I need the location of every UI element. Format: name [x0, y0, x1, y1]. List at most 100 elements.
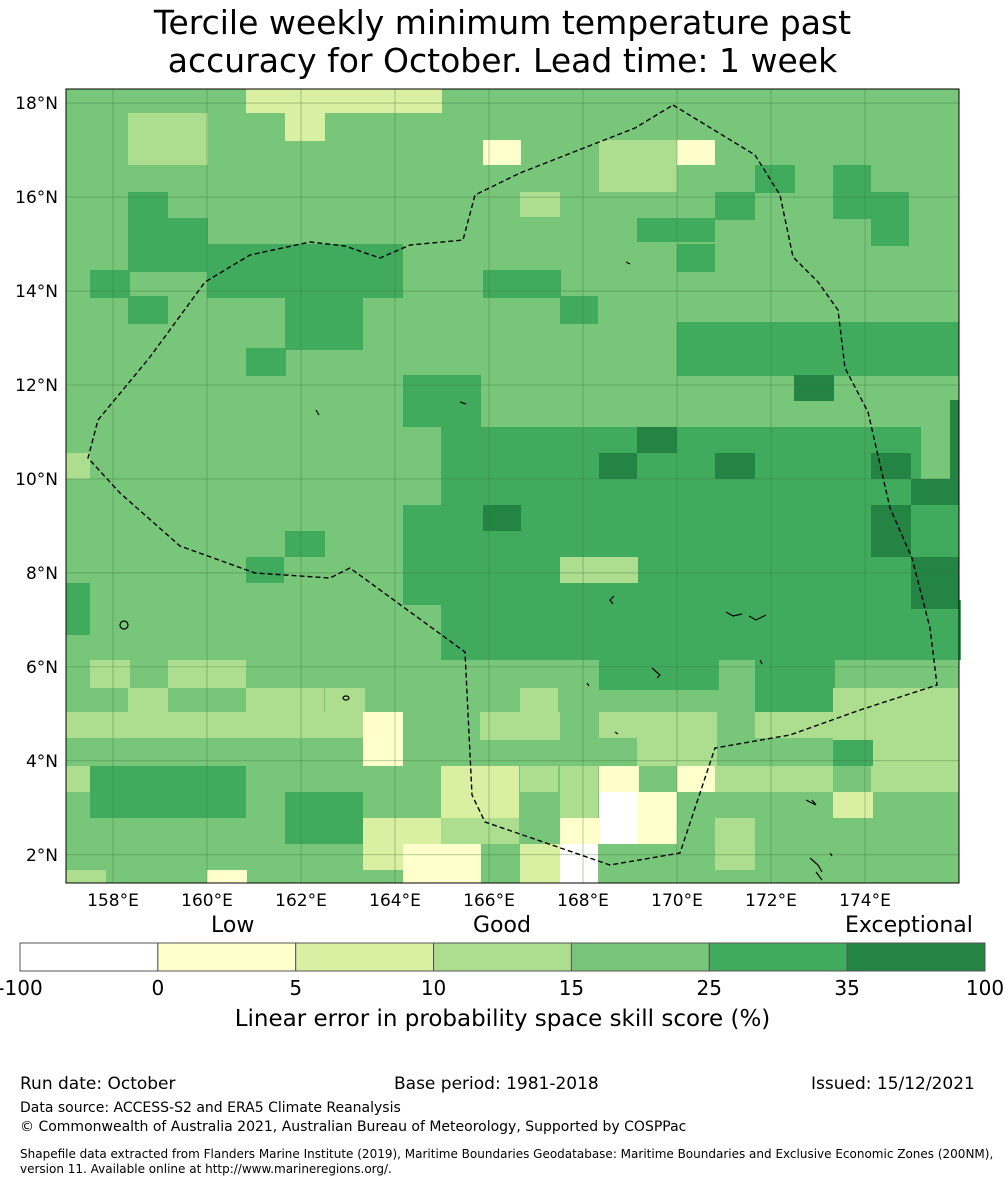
skill-cell: [520, 844, 560, 883]
shapefile-note: Shapefile data extracted from Flanders M…: [20, 1147, 994, 1176]
island-outline: [459, 401, 467, 405]
map-gridlines: [66, 89, 959, 883]
latitude-tick-label: 10°N: [15, 470, 58, 490]
latitude-tick-label: 4°N: [26, 752, 58, 772]
run-date: Run date: October: [20, 1074, 176, 1094]
skill-cell: [677, 140, 715, 165]
skill-cell: [833, 688, 959, 740]
skill-cell: [599, 140, 677, 192]
skill-cell: [90, 766, 246, 818]
eez-boundary: [87, 104, 938, 866]
colorbar-swatch: [570, 942, 710, 972]
skill-cell: [128, 296, 168, 324]
issued-date: Issued: 15/12/2021: [811, 1074, 975, 1094]
colorbar-tick-label: 10: [420, 976, 447, 1000]
longitude-tick-label: 160°E: [181, 891, 233, 911]
skill-cell: [950, 400, 959, 480]
colorbar-tick-label: -100: [0, 976, 43, 1000]
chart-title-line-2: accuracy for October. Lead time: 1 week: [167, 41, 838, 80]
skill-cell: [715, 818, 755, 870]
island-outlines: [119, 261, 833, 881]
island-outline: [609, 595, 615, 605]
skill-cell: [637, 218, 715, 242]
skill-cell: [677, 766, 717, 792]
skill-cell: [246, 348, 286, 376]
colorbar-category-good: Good: [473, 913, 531, 938]
skill-cell: [833, 740, 873, 766]
longitude-tick-label: 174°E: [839, 891, 891, 911]
colorbar-tick-label: 15: [558, 976, 585, 1000]
island-outline: [759, 659, 763, 665]
colorbar-swatch: [846, 942, 986, 972]
skill-cell: [560, 766, 598, 818]
skill-cell: [755, 712, 835, 738]
skill-cell: [560, 296, 598, 324]
island-outline: [119, 620, 129, 630]
skill-cell: [66, 870, 106, 883]
island-outline: [809, 857, 823, 873]
skill-cell: [755, 792, 795, 870]
skill-cell: [128, 113, 208, 165]
skill-cell: [90, 270, 130, 298]
skill-cell: [755, 660, 835, 712]
skill-grid-cells: [66, 89, 961, 883]
skill-cell: [637, 792, 677, 844]
colorbar-category-exceptional: Exceptional: [845, 913, 973, 938]
skill-cell: [403, 844, 481, 883]
skill-cell: [871, 192, 909, 246]
data-source: Data source: ACCESS-S2 and ERA5 Climate …: [20, 1100, 401, 1116]
skill-cell: [483, 270, 561, 298]
skill-cell: [363, 712, 403, 766]
copyright: © Commonwealth of Australia 2021, Austra…: [20, 1119, 687, 1135]
island-outline: [829, 852, 833, 857]
colorbar-tick-label: 35: [834, 976, 860, 1000]
skill-cell: [871, 505, 911, 557]
skill-cell: [207, 870, 247, 883]
skill-cell: [599, 792, 637, 844]
skill-cell: [871, 740, 959, 792]
skill-cell: [560, 844, 598, 883]
skill-cell: [520, 688, 558, 714]
skill-cell: [480, 712, 560, 740]
skill-map: 158°E 160°E 162°E 164°E 166°E 168°E 170°E 172°E…: [15, 88, 961, 911]
skill-cell: [66, 766, 90, 792]
skill-cell: [677, 322, 959, 376]
skill-cell: [560, 818, 600, 844]
skill-cell: [520, 192, 560, 217]
skill-cell: [285, 296, 363, 350]
island-outline: [342, 695, 350, 701]
skill-cell: [246, 688, 324, 714]
skill-cell: [90, 660, 130, 688]
colorbar-tick-label: 5: [289, 976, 303, 1000]
longitude-tick-label: 172°E: [745, 891, 797, 911]
skill-cell: [66, 818, 90, 870]
colorbar-label: Linear error in probability space skill …: [234, 1006, 771, 1032]
island-outline: [614, 731, 619, 735]
colorbar-swatch: [433, 942, 572, 972]
latitude-tick-label: 14°N: [15, 282, 58, 302]
colorbar-tick-label: 0: [151, 976, 165, 1000]
skill-cell: [833, 165, 871, 219]
colorbar-swatch: [295, 942, 435, 972]
skill-cell: [441, 600, 961, 660]
latitude-tick-labels: 2°N 4°N 6°N 8°N 10°N 12°N 14°N 16°N 18°N: [15, 94, 58, 866]
island-outline: [586, 682, 590, 687]
skill-cell: [483, 505, 521, 531]
skill-cell: [520, 766, 558, 792]
chart-title-line-1: Tercile weekly minimum temperature past: [153, 3, 852, 42]
latitude-tick-label: 12°N: [15, 376, 58, 396]
colorbar: [19, 942, 986, 972]
island-outline: [725, 611, 743, 617]
latitude-tick-label: 6°N: [26, 658, 58, 678]
skill-cell: [560, 557, 638, 583]
skill-cell: [833, 792, 873, 818]
skill-cell: [599, 660, 719, 690]
colorbar-swatch: [19, 942, 159, 972]
skill-cell: [285, 792, 363, 844]
skill-cell: [715, 766, 833, 792]
skill-cell: [128, 192, 168, 272]
skill-cell: [755, 165, 795, 193]
island-outline: [748, 614, 767, 621]
colorbar-swatch: [157, 942, 297, 972]
island-outline: [805, 799, 817, 806]
